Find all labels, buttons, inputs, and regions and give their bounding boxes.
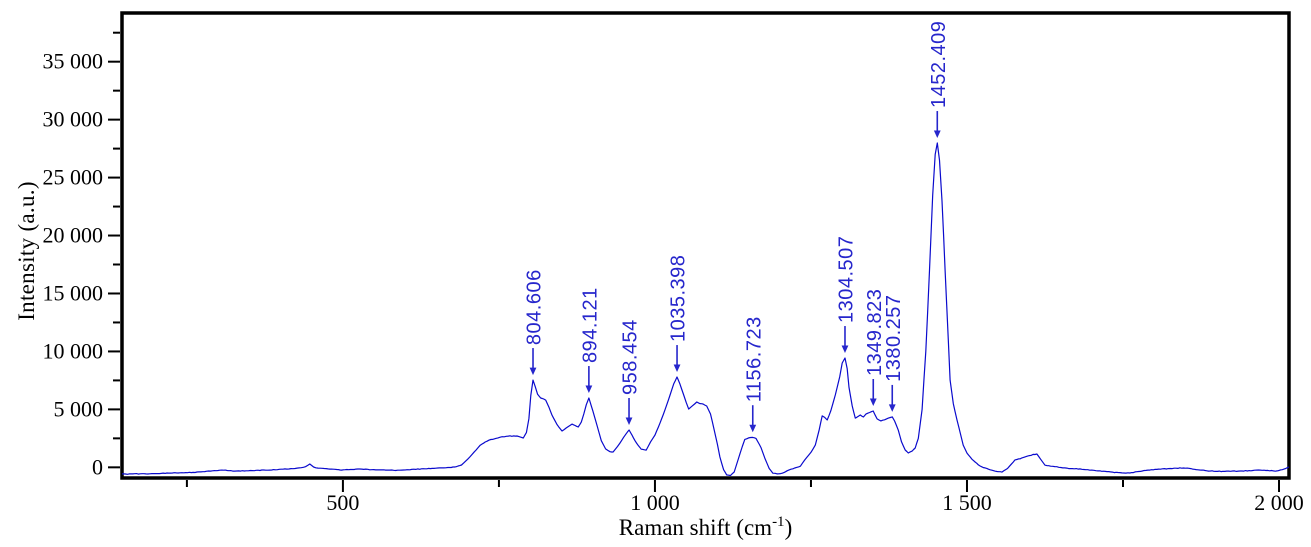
peak-arrow-head-icon	[529, 367, 537, 376]
peak-label: 1035.398	[668, 255, 690, 342]
peak-arrow-head-icon	[673, 364, 681, 373]
peak-label: 1380.257	[883, 294, 905, 381]
peak-label: 804.606	[524, 269, 546, 345]
y-tick-label: 30 000	[43, 107, 104, 132]
y-tick-label: 0	[92, 454, 103, 479]
peak-label: 1304.507	[835, 236, 857, 323]
peak-arrow-head-icon	[585, 385, 593, 394]
y-tick-label: 15 000	[43, 280, 104, 305]
peak-label: 1452.409	[928, 21, 950, 108]
y-tick-label: 20 000	[43, 223, 104, 248]
x-tick-label: 500	[326, 490, 359, 515]
x-tick-label: 1 000	[630, 490, 680, 515]
spectrum-line	[122, 142, 1290, 477]
peak-label: 1349.823	[864, 289, 886, 376]
x-tick-label: 2 000	[1254, 490, 1304, 515]
peak-arrow-head-icon	[749, 424, 757, 433]
peak-arrow-head-icon	[841, 345, 849, 354]
y-tick-label: 25 000	[43, 165, 104, 190]
peak-label: 958.454	[620, 319, 642, 395]
plot-frame	[120, 11, 1291, 480]
peak-arrow-head-icon	[869, 398, 877, 407]
peak-arrow-head-icon	[888, 404, 896, 412]
y-axis-title: Intensity (a.u.)	[14, 181, 39, 321]
peak-label: 1156.723	[743, 316, 765, 402]
x-axis-title: Raman shift (cm-1)	[619, 514, 792, 540]
x-tick-label: 1 500	[942, 490, 992, 515]
peak-label: 894.121	[579, 287, 601, 363]
y-tick-label: 10 000	[43, 338, 104, 363]
peak-arrow-head-icon	[625, 417, 633, 426]
y-tick-label: 5 000	[54, 396, 104, 421]
peak-arrow-head-icon	[933, 130, 941, 139]
y-tick-label: 35 000	[43, 49, 104, 74]
